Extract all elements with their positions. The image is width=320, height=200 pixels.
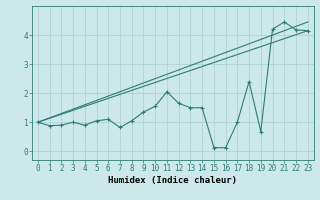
- X-axis label: Humidex (Indice chaleur): Humidex (Indice chaleur): [108, 176, 237, 185]
